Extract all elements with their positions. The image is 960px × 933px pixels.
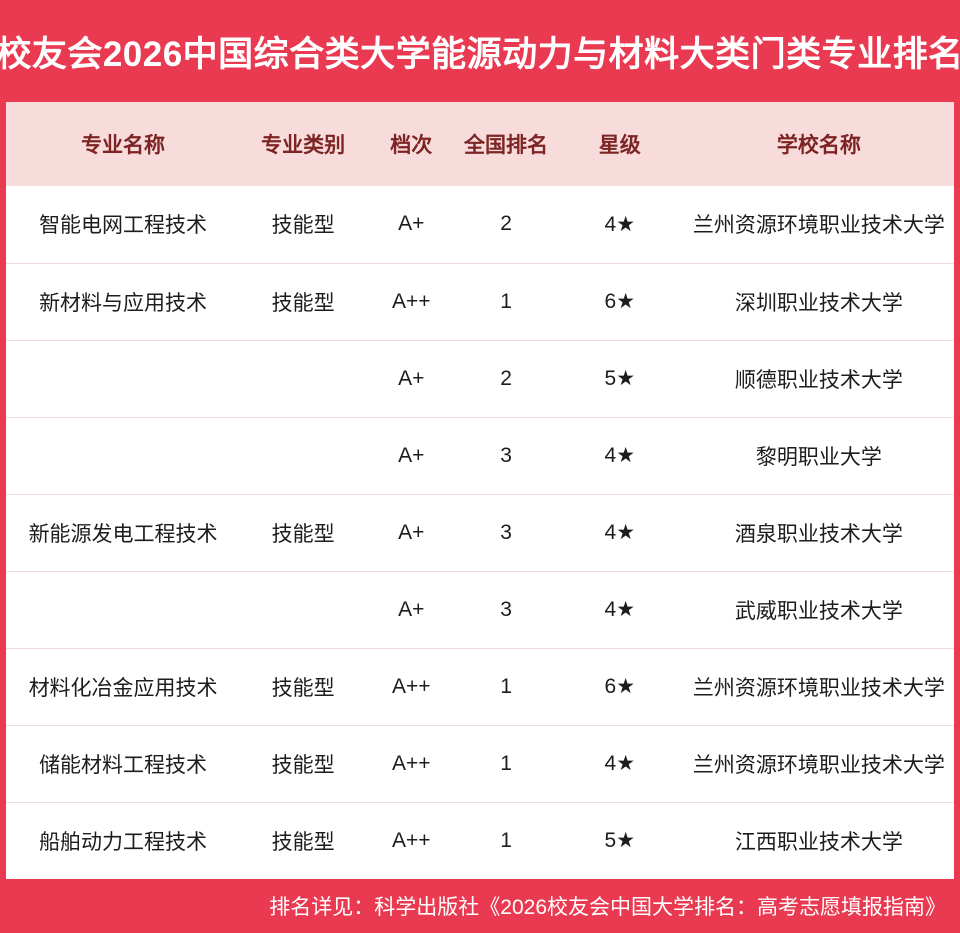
table-cell: 3: [456, 416, 556, 494]
table-cell: 2: [500, 212, 512, 236]
column-header-major-category: 专业类别: [261, 134, 346, 157]
table-cell: 技能型: [240, 647, 367, 725]
table-cell: 江西职业技术大学: [683, 801, 954, 879]
column-header-star-level: 星级: [598, 134, 641, 157]
table-cell: 技能型: [240, 801, 367, 879]
table-cell: A+: [366, 493, 457, 571]
table-cell: 兰州资源环境职业技术大学: [692, 214, 945, 238]
table-row: A+ 3 4★ 武威职业技术大学: [6, 570, 954, 648]
table-cell: 新能源发电工程技术: [6, 493, 241, 571]
table-cell: 4★: [555, 416, 684, 494]
table-row: 智能电网工程技术 技能型 A+ 2 4★ 兰州资源环境职业技术大学: [6, 186, 954, 263]
table-cell: 技能型: [271, 214, 335, 238]
table-row: A+ 3 4★ 黎明职业大学: [6, 416, 954, 494]
table-cell: 兰州资源环境职业技术大学: [683, 724, 954, 802]
page-title: 校友会2026中国综合类大学能源动力与材料大类门类专业排名: [0, 34, 960, 74]
table-cell: 1: [456, 724, 556, 802]
table-cell: A+: [366, 339, 457, 417]
table-cell: 4★: [555, 724, 684, 802]
table-row: 材料化冶金应用技术 技能型 A++ 1 6★ 兰州资源环境职业技术大学: [6, 647, 954, 725]
table-cell: 技能型: [240, 724, 367, 802]
table-cell: [6, 570, 241, 648]
footer-bar: 排名详见：科学出版社《2026校友会中国大学排名：高考志愿填报指南》: [0, 879, 960, 933]
column-header-grade: 档次: [390, 134, 433, 157]
table-frame: 专业名称 专业类别 档次 全国排名 星级 学校名称 智能电网工程技术 技能型 A+ 2…: [6, 102, 954, 879]
table-cell: 4★: [555, 493, 684, 571]
table-row: 新能源发电工程技术 技能型 A+ 3 4★ 酒泉职业技术大学: [6, 493, 954, 571]
table-cell: 5★: [555, 801, 684, 879]
column-header-major-name: 专业名称: [81, 134, 166, 157]
table-cell: 兰州资源环境职业技术大学: [683, 647, 954, 725]
table-cell: 武威职业技术大学: [683, 570, 954, 648]
table-cell: [240, 339, 367, 417]
table-cell: A++: [366, 262, 457, 340]
table-cell: 2: [456, 339, 556, 417]
column-header-school-name: 学校名称: [776, 134, 861, 157]
table-row: 储能材料工程技术 技能型 A++ 1 4★ 兰州资源环境职业技术大学: [6, 724, 954, 802]
table-cell: 酒泉职业技术大学: [683, 493, 954, 571]
table-cell: 深圳职业技术大学: [683, 262, 954, 340]
table-cell: 顺德职业技术大学: [683, 339, 954, 417]
table-cell: A+: [398, 212, 425, 236]
title-bar: 校友会2026中国综合类大学能源动力与材料大类门类专业排名: [0, 0, 960, 102]
column-header-national-rank: 全国排名: [464, 134, 549, 157]
table-cell: 1: [456, 262, 556, 340]
table-row: 船舶动力工程技术 技能型 A++ 1 5★ 江西职业技术大学: [6, 801, 954, 879]
table-cell: [6, 339, 241, 417]
table-cell: 1: [456, 647, 556, 725]
table-cell: 技能型: [240, 493, 367, 571]
table-cell: A++: [366, 801, 457, 879]
table-cell: 技能型: [240, 262, 367, 340]
table-cell: A+: [366, 570, 457, 648]
table-cell: 1: [456, 801, 556, 879]
table-row: A+ 2 5★ 顺德职业技术大学: [6, 339, 954, 417]
table-cell: 智能电网工程技术: [39, 214, 208, 238]
table-row: 新材料与应用技术 技能型 A++ 1 6★ 深圳职业技术大学: [6, 262, 954, 340]
table-cell: 黎明职业大学: [683, 416, 954, 494]
table-body: 智能电网工程技术 技能型 A+ 2 4★ 兰州资源环境职业技术大学 新材料与应用技术 技能型 A…: [6, 186, 954, 879]
table-cell: A+: [366, 416, 457, 494]
table-header-row: 专业名称 专业类别 档次 全国排名 星级 学校名称: [6, 102, 954, 186]
table-cell: 3: [456, 493, 556, 571]
footer-note: 排名详见：科学出版社《2026校友会中国大学排名：高考志愿填报指南》: [269, 896, 946, 919]
table-cell: 新材料与应用技术: [6, 262, 241, 340]
table-cell: 储能材料工程技术: [6, 724, 241, 802]
table-cell: 4★: [555, 570, 684, 648]
table-cell: A++: [366, 647, 457, 725]
table-cell: 3: [456, 570, 556, 648]
table-cell: 6★: [555, 262, 684, 340]
table-cell: 4★: [604, 212, 636, 236]
ranking-table: 专业名称 专业类别 档次 全国排名 星级 学校名称 智能电网工程技术 技能型 A+ 2…: [6, 102, 954, 879]
table-cell: [240, 416, 367, 494]
table-cell: 5★: [555, 339, 684, 417]
table-cell: [6, 416, 241, 494]
table-cell: 6★: [555, 647, 684, 725]
table-cell: A++: [366, 724, 457, 802]
table-cell: [240, 570, 367, 648]
table-cell: 船舶动力工程技术: [6, 801, 241, 879]
table-cell: 材料化冶金应用技术: [6, 647, 241, 725]
